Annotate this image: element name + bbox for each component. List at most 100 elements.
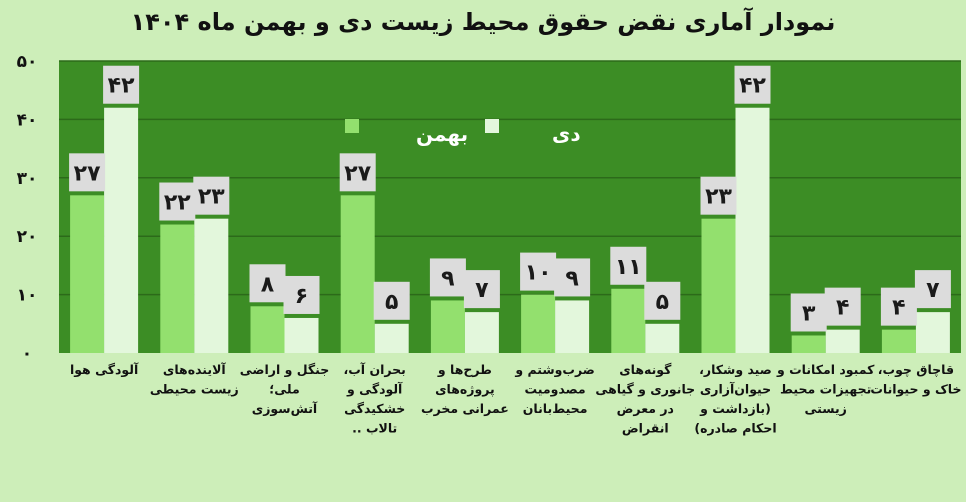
data-label-box <box>373 281 410 320</box>
data-label: ۲۳ <box>700 176 737 215</box>
data-label: ۸ <box>249 264 286 303</box>
category-label-line: خشکیدگی <box>344 401 405 416</box>
data-label-box <box>554 258 591 297</box>
data-label-box <box>249 264 286 303</box>
bar-bahman <box>430 300 465 353</box>
y-tick-label: ۲۰ <box>17 227 38 247</box>
category-label: بحران آب، آلودگی و خشکیدگی تالاب .. <box>344 362 406 436</box>
data-label-box <box>610 246 647 285</box>
y-tick-label: ۵۰ <box>17 52 38 72</box>
legend-label: دی <box>552 122 581 146</box>
category-label-line: خاک و حیوانات <box>870 382 961 397</box>
data-label-text: ۴ <box>892 296 905 321</box>
data-label: ۴۲ <box>734 65 771 104</box>
bar-bahman <box>250 306 285 353</box>
bar-dey <box>194 218 229 353</box>
category-label-line: ضرب‌وشتم و <box>514 362 595 377</box>
data-label-box <box>914 270 951 309</box>
data-label-text: ۴۲ <box>108 74 135 99</box>
bar-bahman <box>791 335 826 353</box>
category-label-line: آلودگی هوا <box>70 362 139 377</box>
category-label: کمبود امکانات و تجهیزات محیط زیستی <box>776 362 875 416</box>
data-label-box <box>103 65 140 104</box>
bar-bahman <box>701 218 736 353</box>
category-label-line: طرح‌ها و <box>437 362 492 377</box>
data-label-box <box>880 287 917 326</box>
category-label-line: قاچاق چوب، <box>878 362 954 377</box>
data-label-box <box>283 275 320 314</box>
y-tick-label: ۱۰ <box>17 286 38 306</box>
data-label: ۱۰ <box>520 252 557 291</box>
data-label-box <box>734 65 771 104</box>
category-label-line: آلاینده‌های <box>163 362 227 377</box>
data-label-text: ۲۷ <box>74 161 101 186</box>
bar-dey <box>735 107 770 353</box>
bar-dey <box>284 317 319 353</box>
data-label: ۹ <box>554 258 591 297</box>
category-label-line: بحران آب، <box>344 362 406 377</box>
data-label-box <box>69 153 106 192</box>
data-label: ۳ <box>790 293 827 332</box>
data-label-text: ۲۳ <box>705 185 732 210</box>
bar-dey <box>555 300 590 353</box>
category-label: گونه‌های جانوری و گیاهی در معرض انقراض <box>595 362 695 436</box>
category-label-line: (بازداشت و <box>699 401 771 416</box>
data-label-text: ۹ <box>565 266 578 291</box>
category-label-line: صید وشکار، <box>699 362 772 377</box>
data-label: ۵ <box>373 281 410 320</box>
bar-bahman <box>611 288 646 353</box>
bar-bahman <box>881 329 916 353</box>
data-label-text: ۹ <box>441 266 454 291</box>
data-label: ۷ <box>463 270 500 309</box>
data-label: ۱۱ <box>610 246 647 285</box>
category-label-line: پروژه‌های <box>435 382 495 397</box>
data-label-box <box>520 252 557 291</box>
data-label-box <box>429 258 466 297</box>
category-label-line: جنگل و اراضی <box>240 362 330 377</box>
data-label: ۷ <box>914 270 951 309</box>
data-label: ۴۲ <box>103 65 140 104</box>
data-label-text: ۷ <box>475 278 489 303</box>
category-label: ضرب‌وشتم و مصدومیت محیط‌بانان <box>514 362 595 416</box>
category-label-line: گونه‌های <box>619 362 672 377</box>
bar-dey <box>645 323 680 353</box>
data-label-box <box>463 270 500 309</box>
category-label-line: جانوری و گیاهی <box>595 382 695 397</box>
y-tick-label: ۰ <box>22 344 32 364</box>
category-label-line: احکام صادره) <box>694 421 776 437</box>
category-label-line: کمبود امکانات و <box>776 362 875 377</box>
data-label: ۲۷ <box>69 153 106 192</box>
data-label-box <box>159 182 196 221</box>
bar-bahman <box>70 195 105 353</box>
data-label-text: ۲۲ <box>164 191 191 216</box>
data-label: ۲۷ <box>339 153 376 192</box>
category-label-line: محیط‌بانان <box>523 401 588 416</box>
legend-item: بهمن <box>345 119 468 146</box>
data-label: ۹ <box>429 258 466 297</box>
data-label-text: ۳ <box>802 301 816 326</box>
data-label-box <box>824 287 861 326</box>
data-label-text: ۴۲ <box>739 74 766 99</box>
category-label-line: انقراض <box>622 421 669 436</box>
bar-bahman <box>521 294 556 353</box>
category-label-line: عمرانی مخرب <box>421 401 509 416</box>
data-label: ۶ <box>283 275 320 314</box>
category-label-line: در معرض <box>617 401 674 416</box>
data-label-text: ۸ <box>261 272 275 297</box>
bar-dey <box>374 323 409 353</box>
data-label: ۲۳ <box>193 176 230 215</box>
data-label-text: ۷ <box>926 278 940 303</box>
legend-item: دی <box>485 119 581 146</box>
legend-label: بهمن <box>416 122 468 146</box>
bar-dey <box>464 312 499 353</box>
y-axis-ticks: ۰ ۱۰ ۲۰ ۳۰ ۴۰ ۵۰ <box>17 52 38 364</box>
data-label-text: ۲۳ <box>198 185 225 210</box>
category-label-line: مصدومیت <box>525 382 586 397</box>
data-label-box <box>339 153 376 192</box>
data-label-text: ۶ <box>295 284 308 309</box>
data-label-text: ۲۷ <box>344 161 371 186</box>
data-label: ۴ <box>824 287 861 326</box>
data-label-box <box>193 176 230 215</box>
